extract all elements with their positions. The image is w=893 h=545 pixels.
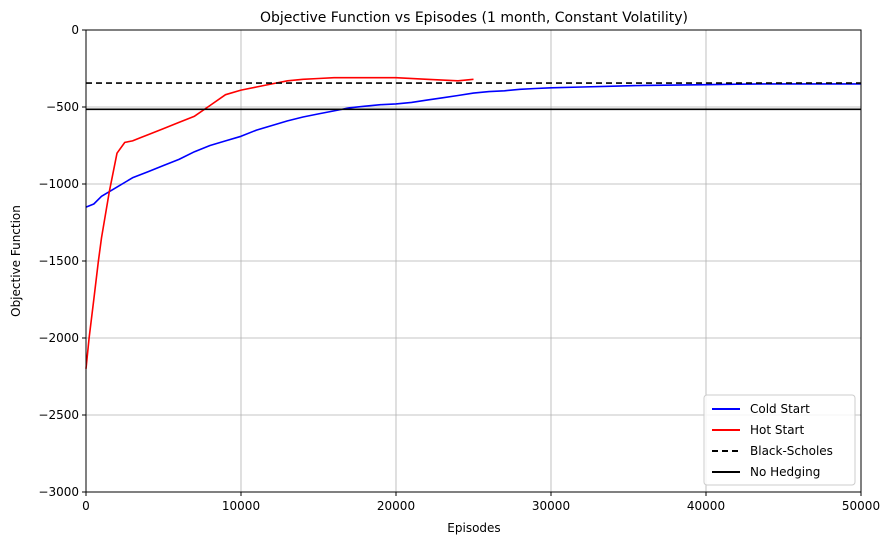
x-tick-label: 30000 (532, 499, 570, 513)
x-axis-ticks: 0 10000 20000 30000 40000 50000 (82, 492, 880, 513)
legend-box (703, 394, 856, 486)
chart-title: Objective Function vs Episodes (1 month,… (260, 10, 688, 26)
x-tick-label: 20000 (377, 499, 415, 513)
y-axis-ticks: 0 −500 −1000 −1500 −2000 −2500 −3000 (38, 23, 86, 499)
series-line-hot-start (85, 76, 474, 369)
y-tick-label: 0 (71, 23, 79, 37)
legend-label-cold-start: Cold Start (750, 402, 810, 416)
series-line-cold-start (85, 83, 861, 208)
y-tick-label: −3000 (38, 485, 79, 499)
x-tick-label: 50000 (842, 499, 880, 513)
legend-label-no-hedging: No Hedging (750, 465, 820, 479)
y-tick-label: −1000 (38, 177, 79, 191)
legend-label-black-scholes: Black-Scholes (750, 444, 833, 458)
x-tick-label: 0 (82, 499, 90, 513)
x-tick-label: 40000 (687, 499, 725, 513)
x-axis-label: Episodes (447, 521, 500, 535)
y-axis-label: Objective Function (9, 205, 23, 317)
series-layer (85, 76, 861, 369)
y-tick-label: −2500 (38, 408, 79, 422)
y-tick-label: −2000 (38, 331, 79, 345)
y-tick-label: −1500 (38, 254, 79, 268)
legend-label-hot-start: Hot Start (750, 423, 804, 437)
y-tick-label: −500 (46, 100, 79, 114)
x-tick-label: 10000 (222, 499, 260, 513)
legend: Cold Start Hot Start Black-Scholes No He… (703, 394, 856, 486)
